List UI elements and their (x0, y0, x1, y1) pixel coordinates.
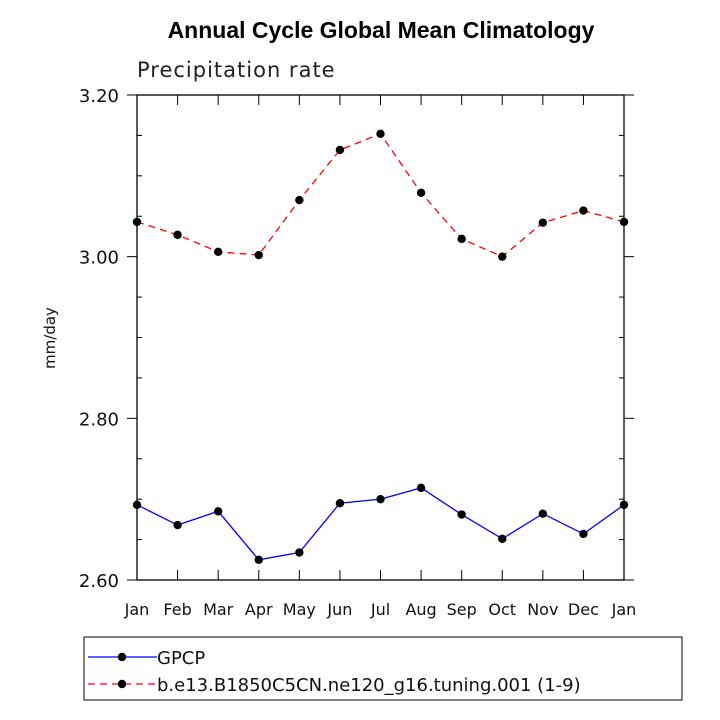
data-point (538, 509, 548, 518)
x-tick-label: Jan (611, 600, 637, 619)
chart-title: Annual Cycle Global Mean Climatology (168, 17, 595, 43)
data-point (173, 230, 182, 240)
series-layer (132, 129, 629, 564)
x-tick-label: Feb (163, 600, 191, 619)
data-point (132, 217, 142, 227)
legend-marker (117, 652, 127, 662)
data-point (376, 494, 385, 504)
data-point (213, 247, 223, 257)
data-point (173, 520, 182, 530)
data-point (254, 555, 263, 564)
x-tick-label: Mar (203, 600, 234, 619)
data-point (619, 217, 629, 227)
y-tick-label: 2.80 (79, 409, 119, 430)
data-point (579, 529, 588, 539)
legend-box (83, 636, 683, 701)
x-tick-label: Jan (124, 600, 150, 619)
data-point (132, 500, 142, 510)
legend-label-1: b.e13.B1850C5CN.ne120_g16.tuning.001 (1-… (157, 675, 581, 696)
chart-subtitle: Precipitation rate (137, 58, 336, 82)
data-point (579, 206, 588, 215)
legend-marker (117, 679, 127, 689)
x-tick-label: Dec (568, 600, 599, 619)
data-point (538, 218, 548, 227)
series-line-1 (136, 133, 625, 258)
x-tick-label: Sep (447, 600, 477, 619)
x-tick-label: Oct (488, 600, 516, 619)
y-tick-label: 3.00 (79, 248, 119, 269)
data-point (457, 510, 466, 519)
data-point (213, 507, 223, 516)
y-tick-label: 3.20 (79, 86, 119, 107)
data-point (335, 499, 345, 508)
y-axis-label: mm/day (41, 307, 59, 369)
x-tick-labels: Jan Feb Mar Apr May Jun Jul Aug Sep Oct Nov Dec Jan (124, 600, 637, 619)
data-point (619, 500, 629, 510)
legend: GPCP b.e13.B1850C5CN.ne120_g16.tuning.001… (88, 648, 581, 696)
data-point (295, 548, 304, 557)
data-point (457, 234, 466, 244)
data-point (254, 250, 263, 260)
x-tick-label: Nov (527, 600, 558, 619)
legend-label-0: GPCP (157, 648, 205, 669)
data-point (416, 483, 426, 493)
data-point (498, 534, 507, 543)
data-point (335, 145, 345, 155)
plot-frame (136, 94, 625, 581)
y-tick-label: 2.60 (79, 571, 119, 592)
data-point (498, 252, 507, 261)
y-tick-labels: 2.60 2.80 3.00 3.20 (79, 86, 119, 592)
x-tick-label: Apr (245, 600, 273, 619)
x-tick-label: Aug (405, 600, 436, 619)
x-tick-label: Jul (370, 600, 390, 619)
x-tick-label: Jun (326, 600, 352, 619)
axis-ticks (127, 94, 634, 581)
data-point (416, 188, 426, 198)
data-point (295, 195, 304, 205)
x-tick-label: May (283, 600, 316, 619)
data-point (376, 129, 385, 138)
